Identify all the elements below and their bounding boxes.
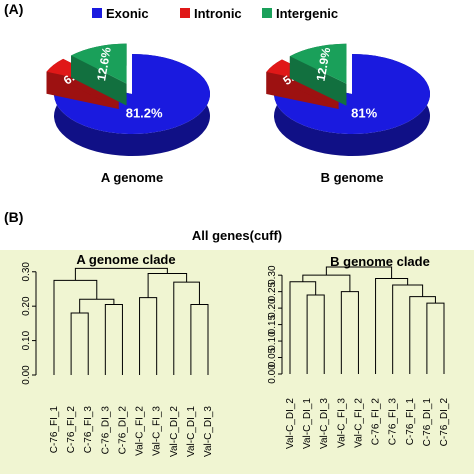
legend-swatch-intergenic [262, 8, 272, 18]
dendrogram-title: B genome clade [330, 254, 430, 269]
leaf-label: C-76_FI_3 [388, 398, 399, 446]
dendrogram-branch [392, 284, 424, 374]
pie-label-exonic: 81% [351, 105, 377, 120]
leaf-label: Val-C_DI_1 [302, 398, 313, 449]
y-tick-label: 0.30 [21, 262, 32, 282]
leaf-label: C-76_FI_2 [66, 406, 77, 454]
leaf-label: Val-C_FI_2 [135, 406, 146, 456]
leaf-label: Val-C_DI_2 [169, 406, 180, 457]
y-tick-label: 0.10 [267, 331, 278, 351]
y-tick-label: 0.05 [267, 347, 278, 367]
pie-slice-intergenic: 12.6% [71, 43, 127, 106]
y-tick-label: 0.10 [21, 330, 32, 350]
leaf-label: C-76_DI_2 [117, 406, 128, 455]
dendrogram-a-genome: A genome clade 0.00 0.10 0.20 0.30 C-76_FI_1 C… [21, 252, 214, 457]
legend-label-intronic: Intronic [194, 6, 242, 21]
legend-label-exonic: Exonic [106, 6, 149, 21]
y-tick-label: 0.25 [267, 281, 278, 301]
panel-b-title: All genes(cuff) [192, 228, 282, 243]
y-tick-label: 0.20 [267, 298, 278, 318]
leaf-label: C-76_DI_3 [100, 406, 111, 455]
pie-label-intergenic: 12.6% [94, 46, 114, 82]
leaf-label: Val-C_FI_3 [336, 398, 347, 448]
leaf-label: C-76_FI_1 [49, 406, 60, 454]
legend-swatch-intronic [180, 8, 190, 18]
leaf-label: C-76_DI_1 [422, 398, 433, 447]
dendrogram-branch [70, 312, 89, 375]
leaf-label: Val-C_DI_3 [203, 406, 214, 457]
panel-b-label: (B) [4, 209, 23, 225]
leaf-label: Val-C_DI_2 [285, 398, 296, 449]
pie-title: B genome [321, 170, 384, 185]
pie-title: A genome [101, 170, 163, 185]
leaf-label: C-76_FI_2 [371, 398, 382, 446]
dendrogram-branch [289, 281, 317, 374]
pie-chart-a-genome: 81.2%6.2%12.6%A genome [46, 43, 211, 185]
pie-slice-intergenic: 12.9% [289, 43, 347, 106]
legend-swatch-exonic [92, 8, 102, 18]
dendrogram-branch [375, 277, 409, 374]
dendrogram-branch [325, 266, 393, 279]
leaf-label: C-76_DI_2 [439, 398, 450, 447]
dendrogram-branch [104, 303, 123, 375]
pie-label-exonic: 81.2% [126, 105, 163, 120]
pie-label-intergenic: 12.9% [314, 46, 334, 82]
dendrogram-branch [139, 297, 158, 375]
panel-a-label: (A) [4, 1, 23, 17]
leaf-label: Val-C_FI_3 [152, 406, 163, 456]
dendrogram-background [0, 250, 474, 474]
dendrogram-title: A genome clade [76, 252, 175, 267]
leaf-label: Val-C_FI_2 [353, 398, 364, 448]
leaf-label: Val-C_DI_3 [319, 398, 330, 449]
dendrogram-branch [74, 267, 168, 281]
pie-chart-b-genome: 81%5.9%12.9%B genome [266, 43, 430, 185]
y-tick-label: 0.20 [21, 296, 32, 316]
legend: Exonic Intronic Intergenic [92, 6, 338, 21]
y-tick-label: 0.15 [267, 314, 278, 334]
dendrogram-branch [53, 279, 98, 375]
dendrogram-branch [190, 303, 209, 375]
leaf-label: Val-C_DI_1 [186, 406, 197, 457]
y-tick-label: 0.00 [21, 365, 32, 385]
dendrogram-b-genome: B genome clade 0.000.050.100.150.200.250.… [267, 254, 450, 449]
y-tick-label: 0.00 [267, 364, 278, 384]
legend-label-intergenic: Intergenic [276, 6, 338, 21]
y-tick-label: 0.30 [267, 265, 278, 285]
leaf-label: C-76_FI_1 [405, 398, 416, 446]
leaf-label: C-76_FI_3 [83, 406, 94, 454]
